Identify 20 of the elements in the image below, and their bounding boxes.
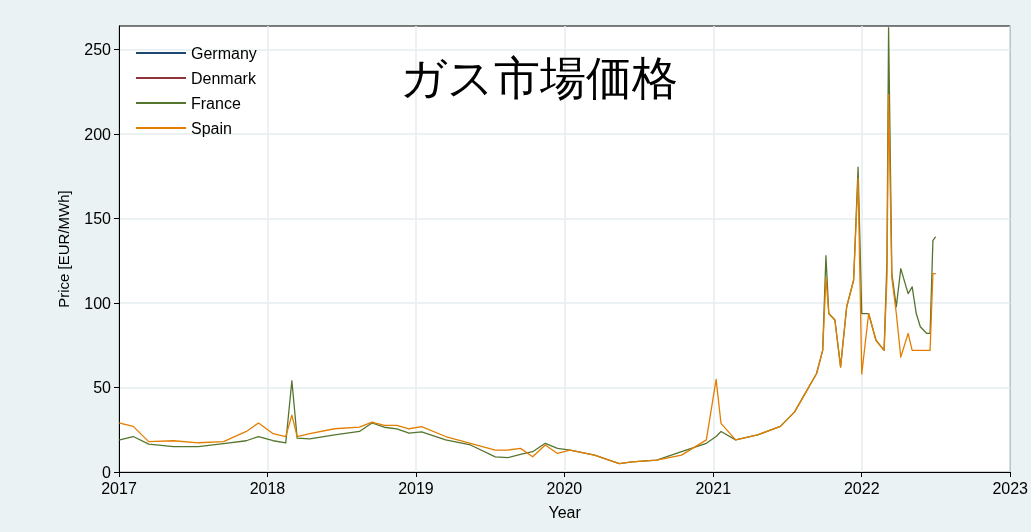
x-axis-title: Year <box>548 503 582 521</box>
y-tick-label: 50 <box>93 379 112 397</box>
x-tick-label: 2017 <box>101 479 137 497</box>
x-tick-label: 2019 <box>398 479 434 497</box>
x-tick-label: 2022 <box>843 479 880 497</box>
y-axis-title: Price [EUR/MWh] <box>55 190 72 308</box>
x-tick-label: 2018 <box>249 479 286 497</box>
legend-label: France <box>191 94 241 112</box>
x-tick-label: 2020 <box>546 479 583 497</box>
y-tick-label: 250 <box>84 41 112 59</box>
legend-label: Denmark <box>191 69 257 87</box>
text: ガス市場価格 <box>400 51 678 105</box>
x-tick-label: 2021 <box>695 479 732 497</box>
y-tick-label: 150 <box>84 210 112 228</box>
y-tick-label: 100 <box>84 294 112 312</box>
legend-label: Spain <box>191 119 232 137</box>
y-tick-label: 0 <box>102 463 112 481</box>
y-tick-label: 200 <box>84 125 112 143</box>
x-tick-label: 2023 <box>992 479 1029 497</box>
legend-label: Germany <box>191 44 257 62</box>
